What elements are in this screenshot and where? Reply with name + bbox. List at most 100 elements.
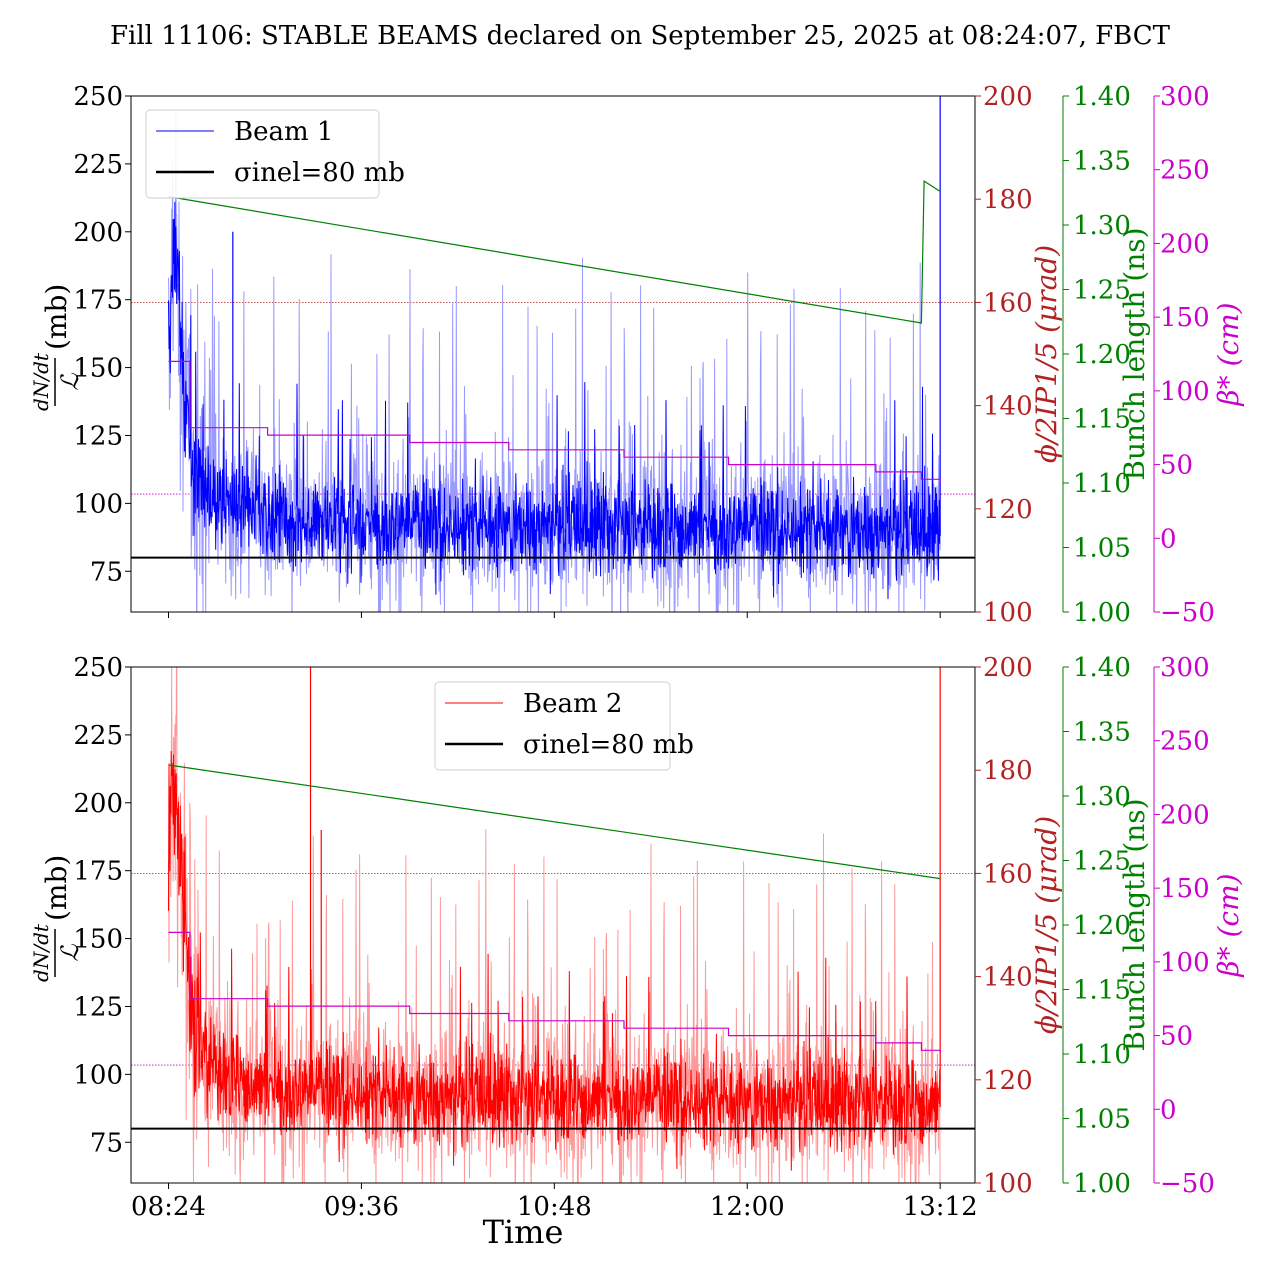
bunch-tick-label: 1.20: [1073, 340, 1131, 370]
left-tick-label: 250: [73, 82, 123, 112]
phi-tick-label: 180: [983, 185, 1033, 215]
beta-tick-label: 0: [1160, 524, 1177, 554]
beta-tick-label: 150: [1160, 303, 1210, 333]
plot-area-bottom: [131, 667, 975, 1183]
left-tick-label: 150: [73, 354, 123, 384]
left-tick-label: 100: [73, 489, 123, 519]
beta-star-line: [168, 360, 941, 483]
bunch-tick-label: 1.05: [1073, 534, 1131, 564]
bunch-tick-label: 1.25: [1073, 276, 1131, 306]
plot-frame: [130, 95, 976, 613]
bunch-length-line: [168, 764, 941, 880]
beta-tick-label: 150: [1160, 874, 1210, 904]
legend-box: [434, 681, 671, 771]
phi-tick-label: 160: [983, 288, 1033, 318]
bunch-tick-label: 1.15: [1073, 976, 1131, 1006]
left-tick-label: 225: [73, 150, 123, 180]
phi-tick-label: 100: [983, 1169, 1033, 1199]
legend-label-sigma: σinel=80 mb: [234, 158, 405, 188]
x-tick-label: 10:48: [517, 1192, 592, 1222]
left-axis-label-unit: (mb): [40, 855, 73, 921]
bunch-tick-label: 1.40: [1073, 82, 1131, 112]
left-tick-label: 175: [73, 286, 123, 316]
legend-bottom: Beam 2 σinel=80 mb: [434, 681, 694, 771]
left-tick-label: 250: [73, 653, 123, 683]
beta-tick-label: 250: [1160, 156, 1210, 186]
beta-tick-label: 100: [1160, 377, 1210, 407]
bunch-length-line: [168, 180, 941, 324]
figure-title: Fill 11106: STABLE BEAMS declared on Sep…: [110, 21, 1171, 51]
phi-tick-label: 120: [983, 495, 1033, 525]
beta-tick-label: 50: [1160, 1022, 1193, 1052]
beta-tick-label: 100: [1160, 948, 1210, 978]
panel-bottom: 75 100 125 150 175 200 225 250 dN/dt ℒ (mb) 100 120 1…: [29, 653, 1245, 1251]
beta-tick-label: 50: [1160, 451, 1193, 481]
left-tick-label: 175: [73, 857, 123, 887]
phi-tick-label: 160: [983, 859, 1033, 889]
x-tick-label: 09:36: [324, 1192, 399, 1222]
phi-axis-label: ϕ/2IP1/5 (μrad): [1030, 245, 1063, 463]
left-tick-label: 200: [73, 789, 123, 819]
bunch-tick-label: 1.40: [1073, 653, 1131, 683]
bunch-tick-label: 1.10: [1073, 1040, 1131, 1070]
bunch-axis-label: Bunch length (ns): [1118, 798, 1151, 1051]
phi-tick-label: 140: [983, 392, 1033, 422]
legend-label-beam: Beam 1: [234, 117, 333, 147]
beta-tick-label: −50: [1160, 598, 1215, 628]
legend-label-sigma: σinel=80 mb: [523, 730, 694, 760]
panel-top: 75 100 125 150 175 200 225 250 dN/dt ℒ (mb) 100 120 1…: [29, 82, 1245, 628]
left-tick-label: 100: [73, 1060, 123, 1090]
left-tick-label: 125: [73, 421, 123, 451]
legend-box: [145, 109, 380, 199]
x-tick-label: 12:00: [710, 1192, 785, 1222]
beta-tick-label: 200: [1160, 229, 1210, 259]
phi-tick-label: 200: [983, 653, 1033, 683]
left-axis-label-denominator: ℒ: [56, 944, 84, 962]
left-axis-label: dN/dt ℒ (mb): [29, 855, 84, 982]
beta-tick-label: 0: [1160, 1095, 1177, 1125]
bunch-tick-label: 1.00: [1073, 1169, 1131, 1199]
bunch-axis-label: Bunch length (ns): [1118, 227, 1151, 480]
bunch-tick-label: 1.35: [1073, 147, 1131, 177]
beam1-smoothed-line: [168, 201, 941, 599]
beta-tick-label: 300: [1160, 653, 1210, 683]
beta-tick-label: 250: [1160, 727, 1210, 757]
bunch-tick-label: 1.30: [1073, 211, 1131, 241]
left-tick-label: 225: [73, 721, 123, 751]
beta-axis-label: β* (cm): [1212, 873, 1245, 977]
beta-axis-label: β* (cm): [1212, 302, 1245, 406]
left-tick-label: 150: [73, 925, 123, 955]
beam1-raw-line: [168, 110, 941, 612]
phi-tick-label: 200: [983, 82, 1033, 112]
beta-star-line: [168, 931, 941, 1054]
plot-area-top: [131, 96, 975, 612]
left-tick-label: 125: [73, 992, 123, 1022]
beam2-smoothed-line: [168, 750, 941, 1171]
beta-tick-label: 200: [1160, 800, 1210, 830]
left-axis-label-denominator: ℒ: [56, 373, 84, 391]
beta-tick-label: −50: [1160, 1169, 1215, 1199]
legend-label-beam: Beam 2: [523, 689, 622, 719]
left-axis-label-numerator: dN/dt: [29, 352, 53, 411]
left-axis-label-numerator: dN/dt: [29, 923, 53, 982]
phi-axis-label: ϕ/2IP1/5 (μrad): [1030, 816, 1063, 1034]
phi-tick-label: 140: [983, 963, 1033, 993]
x-tick-label: 13:12: [903, 1192, 978, 1222]
beta-tick-label: 300: [1160, 82, 1210, 112]
legend-top: Beam 1 σinel=80 mb: [145, 109, 405, 199]
plot-frame: [130, 666, 976, 1184]
bunch-tick-label: 1.35: [1073, 718, 1131, 748]
beam2-raw-line: [168, 667, 941, 1183]
bunch-tick-label: 1.00: [1073, 598, 1131, 628]
bunch-tick-label: 1.30: [1073, 782, 1131, 812]
phi-tick-label: 120: [983, 1066, 1033, 1096]
x-axis-label: Time: [483, 1213, 564, 1251]
bunch-tick-label: 1.25: [1073, 847, 1131, 877]
left-tick-label: 75: [90, 1128, 123, 1158]
left-tick-label: 200: [73, 218, 123, 248]
bunch-tick-label: 1.05: [1073, 1105, 1131, 1135]
phi-tick-label: 180: [983, 756, 1033, 786]
left-axis-label: dN/dt ℒ (mb): [29, 284, 84, 411]
